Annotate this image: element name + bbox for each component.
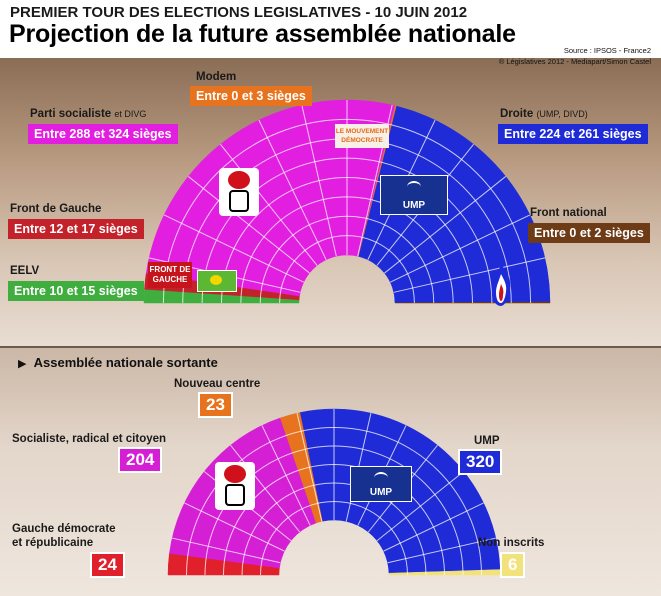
ps-label-suffix: et DIVG: [114, 109, 147, 119]
outgoing-aisle-line: [172, 537, 281, 564]
src-label: Socialiste, radical et citoyen: [12, 433, 167, 445]
modem-label: Modem: [196, 71, 237, 83]
gdr-label-line2: et républicaine: [12, 537, 94, 549]
outgoing-ump-logo: UMP: [350, 466, 412, 502]
non-inscrits-seats: 6: [500, 552, 526, 578]
projection-aisle-line: [390, 214, 531, 283]
play-arrow-icon: ▶: [18, 358, 27, 370]
nouveau-centre-label: Nouveau centre: [174, 378, 261, 390]
src-seats: 204: [118, 447, 163, 473]
source-line: Source : IPSOS - France2: [563, 46, 651, 55]
ump-logo-text: UMP: [402, 200, 426, 211]
projection-aisle-line: [384, 176, 507, 274]
projection-aisle-line: [220, 143, 318, 266]
droite-label-name: Droite: [500, 108, 534, 120]
fdg-label: Front de Gauche: [10, 203, 102, 215]
section-separator: [0, 346, 661, 348]
fist-icon: [229, 190, 249, 212]
outgoing-aisle-line: [184, 502, 285, 552]
section-title-text: Assemblée nationale sortante: [33, 355, 218, 370]
ump-logo-text: UMP: [369, 487, 393, 498]
kicker: PREMIER TOUR DES ELECTIONS LEGISLATIVES …: [10, 4, 468, 21]
projection-aisle-line: [393, 257, 546, 293]
eelv-range: Entre 10 et 15 sièges: [8, 281, 144, 301]
outgoing-aisle-line: [376, 471, 465, 542]
projection-aisle-line: [258, 119, 327, 260]
projection-aisle-line: [187, 176, 310, 274]
tree-icon: [407, 181, 421, 193]
ps-label-name: Parti socialiste: [30, 108, 112, 120]
rose-icon: [224, 465, 246, 483]
ps-rose-fist-logo: [219, 168, 259, 216]
outgoing-aisle-line: [383, 502, 484, 552]
projection-sector-parti-socialiste-et-divg: [145, 99, 396, 297]
eelv-label: EELV: [10, 265, 40, 277]
nouveau-centre-seats: 23: [198, 392, 233, 418]
ump-seats: 320: [458, 449, 503, 475]
droite-range: Entre 224 et 261 sièges: [498, 124, 648, 144]
fist-icon: [225, 484, 245, 506]
projection-aisle-line: [163, 214, 304, 283]
modem-logo: LE MOUVEMENT DÉMOCRATE: [335, 124, 389, 148]
ps-range: Entre 288 et 324 sièges: [28, 124, 178, 144]
projection-sector-droite-ump-divd-: [358, 105, 551, 303]
gdr-label: Gauche démocrate et républicaine: [12, 522, 116, 550]
modem-range: Entre 0 et 3 sièges: [190, 86, 312, 106]
fn-range: Entre 0 et 2 sièges: [528, 223, 650, 243]
section-title: ▶ Assemblée nationale sortante: [18, 355, 218, 370]
front-national-flame-icon: [491, 264, 511, 306]
droite-label: Droite (UMP, DIVD): [500, 108, 588, 120]
tree-icon: [374, 472, 388, 484]
eelv-logo: [197, 270, 237, 292]
front-de-gauche-logo: FRONT DE GAUCHE: [148, 262, 192, 288]
non-inscrits-label: Non inscrits: [478, 537, 545, 549]
outgoing-aisle-line: [230, 444, 301, 533]
outgoing-aisle-line: [387, 537, 496, 564]
gdr-label-line1: Gauche démocrate: [12, 523, 116, 535]
rose-icon: [228, 171, 250, 189]
credit-line: ® Législatives 2012 - Mediapart/Simon Ca…: [498, 57, 651, 66]
outgoing-aisle-line: [261, 425, 311, 526]
fn-label: Front national: [530, 207, 607, 219]
droite-label-suffix: (UMP, DIVD): [536, 109, 588, 119]
src-rose-fist-logo: [215, 462, 255, 510]
outgoing-aisle-line: [296, 413, 323, 522]
sun-icon: [210, 275, 222, 285]
projection-aisle-line: [301, 104, 337, 257]
fdg-range: Entre 12 et 17 sièges: [8, 219, 144, 239]
source-note: Source : IPSOS - France2 ® Législatives …: [499, 45, 651, 67]
ump-label: UMP: [474, 435, 500, 447]
ps-label: Parti socialiste et DIVG: [30, 108, 146, 120]
page-title: Projection de la future assemblée nation…: [9, 20, 516, 48]
gdr-seats: 24: [90, 552, 125, 578]
ump-logo: UMP: [380, 175, 448, 215]
